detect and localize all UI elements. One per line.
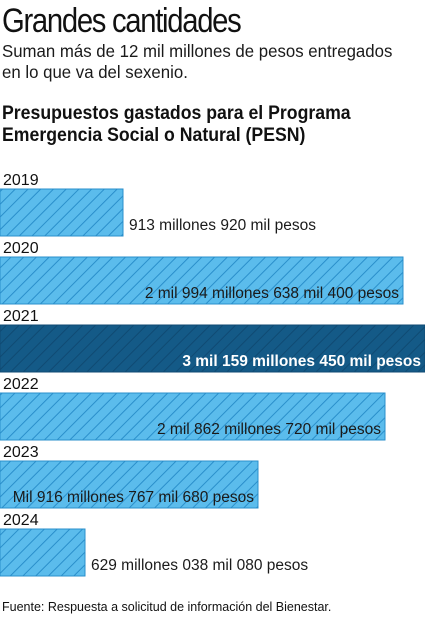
bar-2022 <box>0 392 386 441</box>
value-label: 629 millones 038 mil 080 pesos <box>91 557 308 574</box>
value-label: 2 mil 862 millones 720 mil pesos <box>157 421 381 438</box>
bar-2024 <box>0 528 86 577</box>
bar-2019 <box>0 188 124 237</box>
year-label: 2023 <box>3 444 39 461</box>
value-label: 2 mil 994 millones 638 mil 400 pesos <box>145 285 399 302</box>
year-label: 2020 <box>3 240 39 257</box>
headline: Grandes cantidades <box>2 2 242 40</box>
subheadline: Suman más de 12 mil millones de pesos en… <box>2 41 393 82</box>
year-label: 2019 <box>3 172 39 189</box>
source-note: Fuente: Respuesta a solicitud de informa… <box>2 600 332 614</box>
bar-2023 <box>0 460 259 509</box>
value-label: Mil 916 millones 767 mil 680 pesos <box>13 489 254 506</box>
value-label: 913 millones 920 mil pesos <box>129 217 316 234</box>
bar-2020 <box>0 256 404 305</box>
year-label: 2021 <box>3 308 39 325</box>
chart-title: Presupuestos gastados para el Programa E… <box>2 103 351 146</box>
value-label: 3 mil 159 millones 450 mil pesos <box>182 353 421 370</box>
year-label: 2022 <box>3 376 39 393</box>
bar-2021 <box>0 324 425 373</box>
year-label: 2024 <box>3 512 39 529</box>
